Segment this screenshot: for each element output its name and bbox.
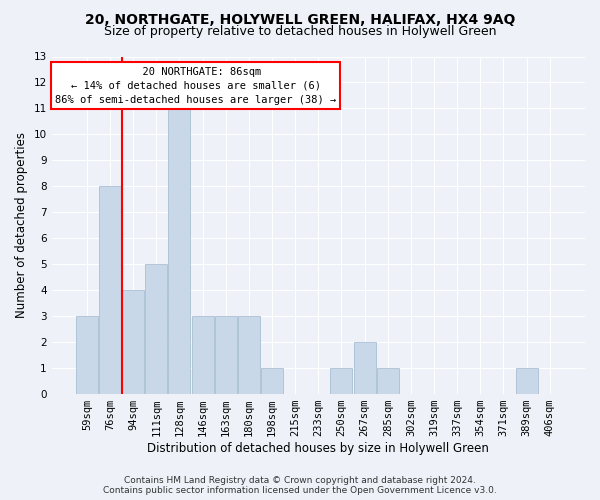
Bar <box>238 316 260 394</box>
Text: Contains HM Land Registry data © Crown copyright and database right 2024.
Contai: Contains HM Land Registry data © Crown c… <box>103 476 497 495</box>
Bar <box>261 368 283 394</box>
Text: 20 NORTHGATE: 86sqm
← 14% of detached houses are smaller (6)
86% of semi-detache: 20 NORTHGATE: 86sqm ← 14% of detached ho… <box>55 66 336 104</box>
Bar <box>191 316 214 394</box>
Bar <box>169 108 190 394</box>
Text: 20, NORTHGATE, HOLYWELL GREEN, HALIFAX, HX4 9AQ: 20, NORTHGATE, HOLYWELL GREEN, HALIFAX, … <box>85 12 515 26</box>
Bar <box>76 316 98 394</box>
Bar <box>122 290 144 394</box>
Bar <box>145 264 167 394</box>
Y-axis label: Number of detached properties: Number of detached properties <box>15 132 28 318</box>
Bar <box>353 342 376 394</box>
X-axis label: Distribution of detached houses by size in Holywell Green: Distribution of detached houses by size … <box>148 442 489 455</box>
Text: Size of property relative to detached houses in Holywell Green: Size of property relative to detached ho… <box>104 25 496 38</box>
Bar <box>515 368 538 394</box>
Bar <box>99 186 121 394</box>
Bar <box>331 368 352 394</box>
Bar <box>377 368 399 394</box>
Bar <box>215 316 237 394</box>
